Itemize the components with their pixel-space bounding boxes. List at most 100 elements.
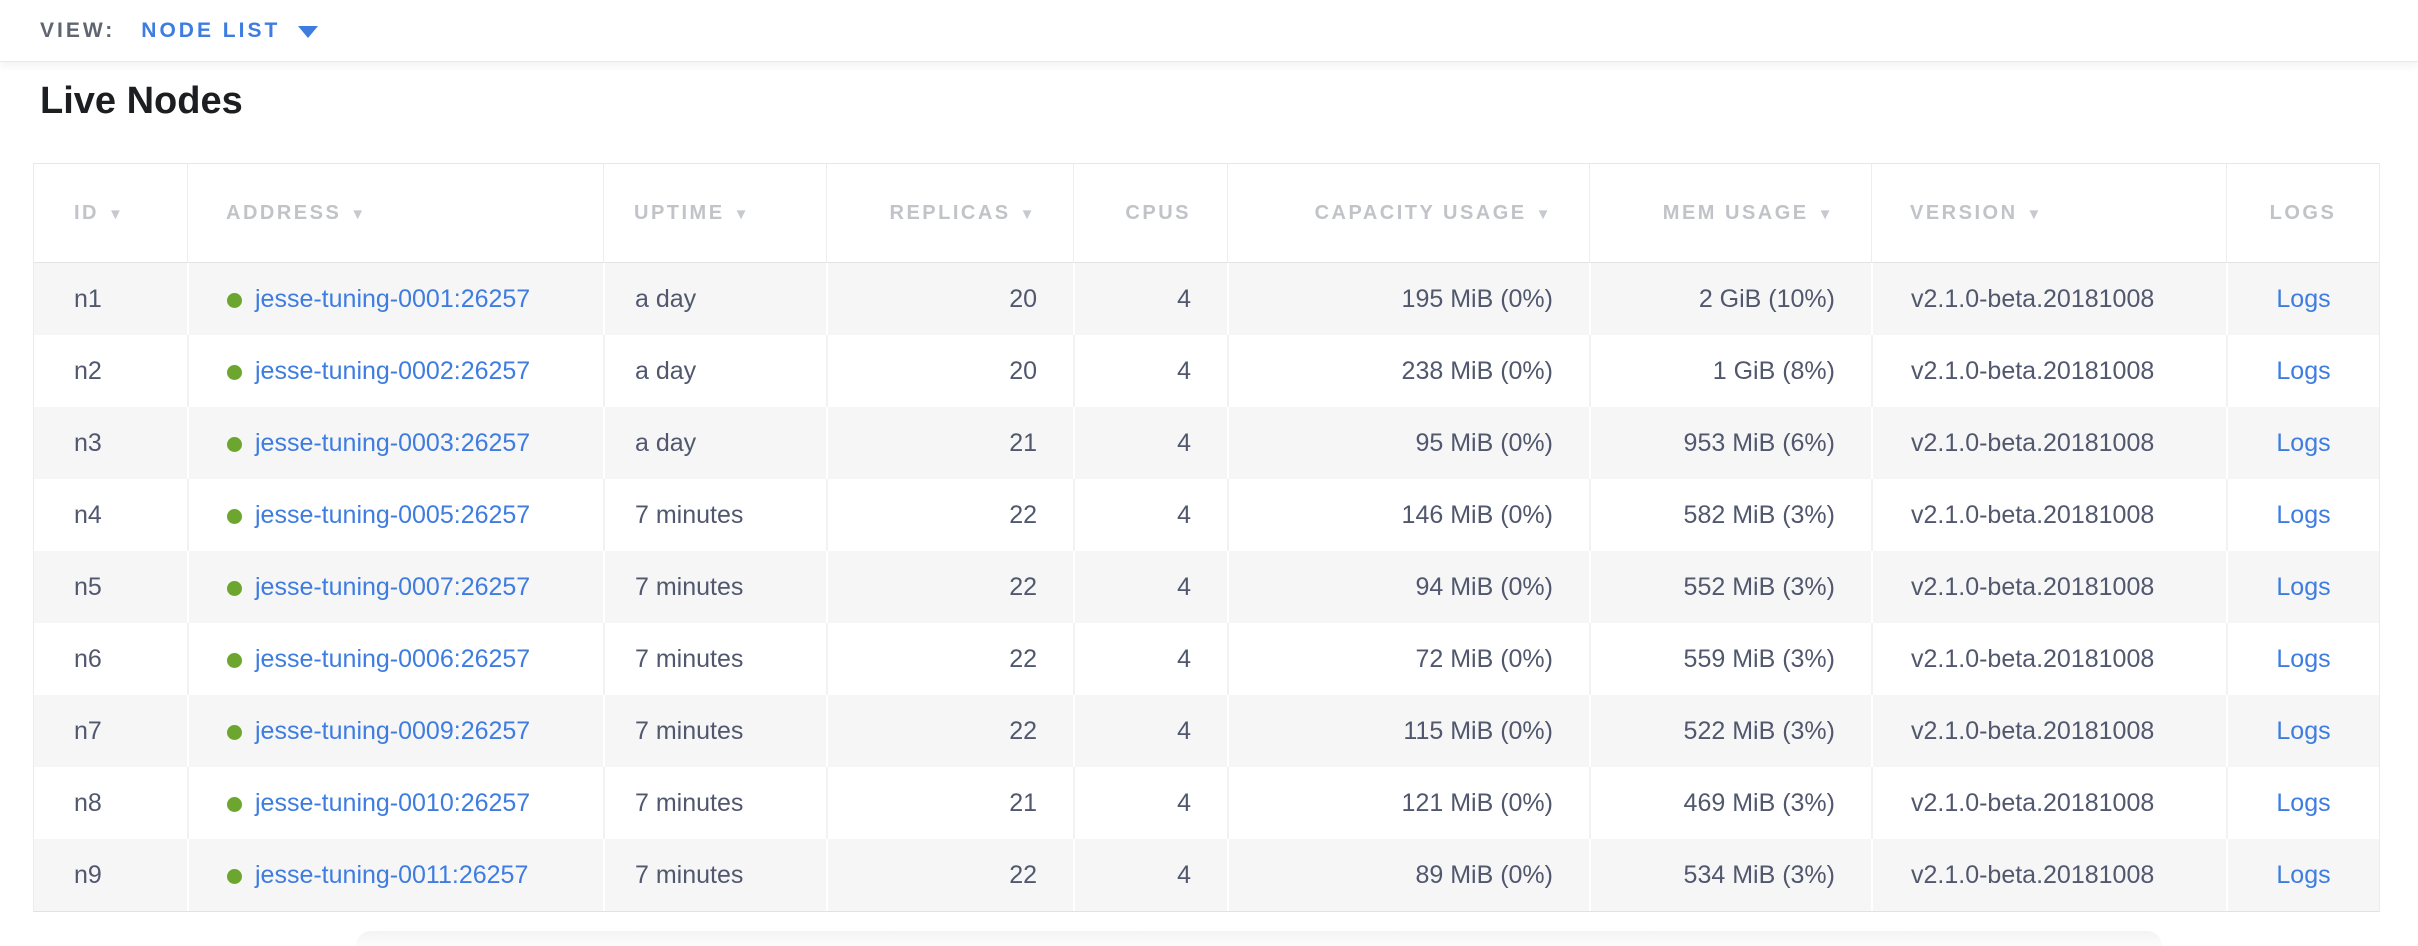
cell-logs: Logs (2226, 479, 2379, 551)
cell-id: n5 (34, 551, 187, 623)
cell-id: n4 (74, 500, 102, 529)
view-selected-value: NODE LIST (141, 18, 281, 42)
cell-cpus: 4 (1073, 263, 1227, 335)
cell-version: v2.1.0-beta.20181008 (1871, 335, 2226, 407)
sort-arrow-icon: ▼ (1817, 205, 1835, 223)
cell-logs: Logs (2226, 407, 2379, 479)
view-selector-dropdown[interactable]: NODE LIST (141, 18, 319, 43)
cell-address: jesse-tuning-0005:26257 (187, 479, 603, 551)
column-header-label: CPUS (1125, 201, 1191, 224)
node-address-link[interactable]: jesse-tuning-0007:26257 (255, 572, 531, 601)
cell-id: n6 (74, 644, 102, 673)
node-address-link[interactable]: jesse-tuning-0010:26257 (255, 788, 531, 817)
column-header-replicas[interactable]: REPLICAS ▼ (826, 164, 1073, 263)
cell-cpus: 4 (1073, 623, 1227, 695)
column-header-label: VERSION (1910, 201, 2018, 224)
node-live-status-dot (227, 796, 242, 812)
cell-uptime: 7 minutes (603, 695, 826, 767)
logs-link[interactable]: Logs (2276, 716, 2331, 745)
column-header-label: REPLICAS (889, 201, 1011, 224)
cell-version: v2.1.0-beta.20181008 (1871, 551, 2226, 623)
table-row: n8 jesse-tuning-0010:26257 7 minutes 21 4 121… (34, 767, 2379, 839)
cell-address: jesse-tuning-0001:26257 (187, 263, 603, 335)
cell-capacity_usage: 238 MiB (0%) (1227, 335, 1589, 407)
logs-link[interactable]: Logs (2276, 860, 2331, 889)
node-address-link[interactable]: jesse-tuning-0003:26257 (255, 428, 531, 457)
column-header-mem_usage[interactable]: MEM USAGE ▼ (1589, 164, 1871, 263)
cell-replicas: 22 (826, 839, 1073, 911)
logs-link[interactable]: Logs (2276, 356, 2331, 385)
cell-logs: Logs (2226, 767, 2379, 839)
cell-logs: Logs (2226, 695, 2379, 767)
node-address-link[interactable]: jesse-tuning-0009:26257 (255, 716, 531, 745)
column-header-version[interactable]: VERSION ▼ (1871, 164, 2226, 263)
node-live-status-dot (227, 724, 242, 740)
column-header-cpus: CPUS (1073, 164, 1227, 263)
cell-cpus: 4 (1073, 479, 1227, 551)
logs-link[interactable]: Logs (2276, 500, 2331, 529)
table-row: n3 jesse-tuning-0003:26257 a day 21 4 95 MiB … (34, 407, 2379, 479)
table-row: n6 jesse-tuning-0006:26257 7 minutes 22 4 72 … (34, 623, 2379, 695)
cell-address: jesse-tuning-0002:26257 (187, 335, 603, 407)
column-header-uptime[interactable]: UPTIME ▼ (603, 164, 826, 263)
column-header-label: ID (74, 201, 99, 224)
cell-capacity_usage: 94 MiB (0%) (1227, 551, 1589, 623)
cell-replicas: 22 (826, 695, 1073, 767)
logs-link[interactable]: Logs (2276, 644, 2331, 673)
cell-uptime: 7 minutes (603, 623, 826, 695)
cell-logs: Logs (2226, 839, 2379, 911)
node-address-link[interactable]: jesse-tuning-0011:26257 (255, 860, 529, 889)
logs-link[interactable]: Logs (2276, 788, 2331, 817)
cell-uptime: 7 minutes (603, 839, 826, 911)
cell-replicas: 20 (826, 263, 1073, 335)
node-address-link[interactable]: jesse-tuning-0002:26257 (255, 356, 531, 385)
cell-version: v2.1.0-beta.20181008 (1871, 407, 2226, 479)
sort-arrow-icon: ▼ (350, 205, 368, 223)
column-header-capacity_usage[interactable]: CAPACITY USAGE ▼ (1227, 164, 1589, 263)
cell-cpus: 4 (1073, 695, 1227, 767)
column-header-id[interactable]: ID ▼ (34, 164, 187, 263)
table-row: n7 jesse-tuning-0009:26257 7 minutes 22 4 115… (34, 695, 2379, 767)
node-address-link[interactable]: jesse-tuning-0005:26257 (255, 500, 531, 529)
cell-mem_usage: 1 GiB (8%) (1589, 335, 1871, 407)
node-live-status-dot (227, 436, 242, 452)
cell-address: jesse-tuning-0011:26257 (187, 839, 603, 911)
cell-version: v2.1.0-beta.20181008 (1871, 839, 2226, 911)
cell-uptime: a day (603, 407, 826, 479)
cell-version: v2.1.0-beta.20181008 (1871, 695, 2226, 767)
cell-version: v2.1.0-beta.20181008 (1871, 623, 2226, 695)
cell-mem_usage: 953 MiB (6%) (1589, 407, 1871, 479)
logs-link[interactable]: Logs (2276, 428, 2331, 457)
node-address-link[interactable]: jesse-tuning-0006:26257 (255, 644, 531, 673)
cell-cpus: 4 (1073, 767, 1227, 839)
cell-replicas: 22 (826, 551, 1073, 623)
cell-capacity_usage: 146 MiB (0%) (1227, 479, 1589, 551)
cell-cpus: 4 (1073, 335, 1227, 407)
cell-mem_usage: 522 MiB (3%) (1589, 695, 1871, 767)
cell-id: n1 (34, 263, 187, 335)
view-label: VIEW: (40, 18, 116, 42)
cell-capacity_usage: 115 MiB (0%) (1227, 695, 1589, 767)
cell-address: jesse-tuning-0003:26257 (187, 407, 603, 479)
cell-replicas: 21 (826, 407, 1073, 479)
cell-mem_usage: 582 MiB (3%) (1589, 479, 1871, 551)
cell-logs: Logs (2226, 335, 2379, 407)
sort-arrow-icon: ▼ (1019, 205, 1037, 223)
cell-address: jesse-tuning-0006:26257 (187, 623, 603, 695)
cell-mem_usage: 559 MiB (3%) (1589, 623, 1871, 695)
node-address-link[interactable]: jesse-tuning-0001:26257 (255, 284, 531, 313)
column-header-label: UPTIME (634, 201, 725, 224)
cell-capacity_usage: 89 MiB (0%) (1227, 839, 1589, 911)
logs-link[interactable]: Logs (2276, 572, 2331, 601)
column-header-address[interactable]: ADDRESS ▼ (187, 164, 603, 263)
caret-down-icon (298, 26, 319, 38)
logs-link[interactable]: Logs (2276, 284, 2331, 313)
cell-id: n3 (34, 407, 187, 479)
node-live-status-dot (227, 508, 242, 524)
table-row: n1 jesse-tuning-0001:26257 a day 20 4 195 MiB… (34, 263, 2379, 335)
sort-arrow-icon: ▼ (1535, 205, 1553, 223)
cell-capacity_usage: 72 MiB (0%) (1227, 623, 1589, 695)
cell-address: jesse-tuning-0009:26257 (187, 695, 603, 767)
cell-version: v2.1.0-beta.20181008 (1871, 263, 2226, 335)
cell-capacity_usage: 121 MiB (0%) (1227, 767, 1589, 839)
